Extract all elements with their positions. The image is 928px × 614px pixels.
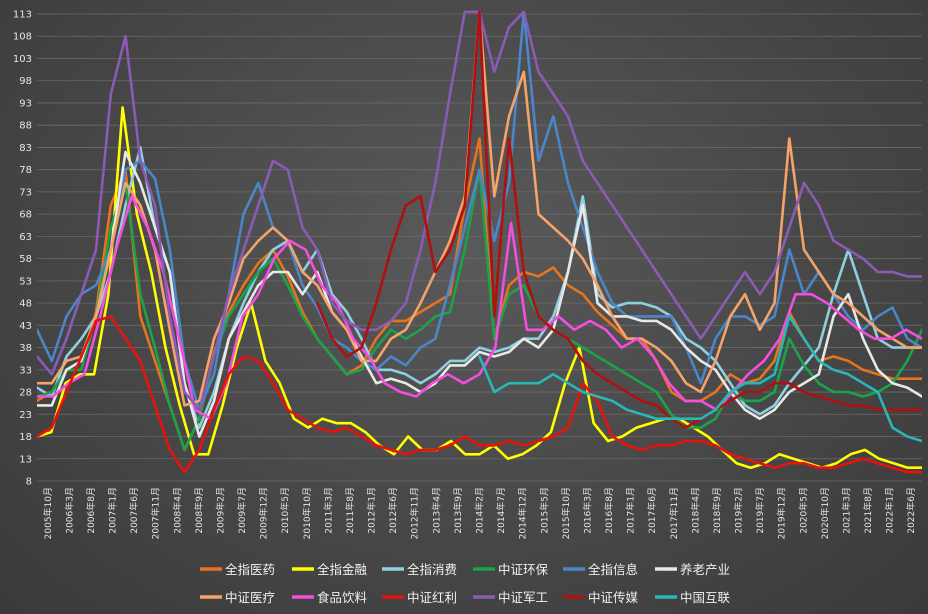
x-tick-label: 2019年12月 (776, 487, 788, 539)
series-lines (37, 10, 922, 474)
x-tick-label: 2012年6月 (387, 487, 399, 534)
x-tick-label: 2022年1月 (884, 487, 896, 534)
x-tick-label: 2006年3月 (63, 487, 75, 534)
x-tick-label: 2011年3月 (322, 487, 334, 534)
x-tick-label: 2006年8月 (85, 487, 97, 534)
x-tick-label: 2016年3月 (581, 487, 593, 534)
x-tick-label: 2018年4月 (689, 487, 701, 534)
x-tick-label: 2013年9月 (452, 487, 464, 534)
x-tick-label: 2021年8月 (862, 487, 874, 534)
y-tick-label: 8 (26, 477, 32, 488)
series-line (316, 10, 922, 429)
x-tick-label: 2008年4月 (171, 487, 183, 534)
x-tick-label: 2014年2月 (474, 487, 486, 534)
y-tick-label: 38 (19, 343, 32, 354)
x-tick-label: 2008年9月 (193, 487, 205, 534)
x-tick-label: 2019年2月 (733, 487, 745, 534)
y-tick-label: 78 (19, 165, 32, 176)
y-tick-label: 103 (13, 54, 32, 65)
x-tick-label: 2017年11月 (668, 487, 680, 539)
x-tick-label: 2016年8月 (603, 487, 615, 534)
y-tick-label: 108 (13, 32, 32, 43)
legend-label: 中证红利 (407, 590, 457, 605)
gridlines (37, 13, 922, 482)
y-tick-label: 63 (19, 232, 32, 243)
y-tick-label: 13 (19, 454, 32, 465)
x-tick-label: 2017年6月 (646, 487, 658, 534)
y-tick-label: 98 (19, 76, 32, 87)
y-tick-label: 18 (19, 432, 32, 443)
legend-label: 全指医药 (225, 562, 275, 577)
series-line (478, 315, 922, 443)
legend-label: 全指消费 (407, 562, 457, 577)
series-line (37, 195, 922, 420)
x-axis: 2005年10月 2006年3月 2006年8月 2007年1月 2007年6月 2007… (42, 487, 917, 539)
x-tick-label: 2010年10月 (301, 487, 313, 539)
legend-label: 食品饮料 (317, 590, 368, 605)
x-tick-label: 2007年1月 (107, 487, 119, 534)
x-tick-label: 2020年5月 (797, 487, 809, 534)
series-line (37, 315, 922, 474)
x-tick-label: 2014年12月 (517, 487, 529, 539)
series-line (37, 150, 922, 438)
x-tick-label: 2009年12月 (258, 487, 270, 539)
x-tick-label: 2015年10月 (560, 487, 572, 539)
legend-label: 中证传媒 (588, 590, 639, 605)
x-tick-label: 2005年10月 (42, 487, 54, 539)
y-tick-label: 43 (19, 321, 32, 332)
y-tick-label: 93 (19, 98, 32, 109)
legend-label: 养老产业 (680, 562, 730, 577)
series-line (37, 10, 922, 412)
x-tick-label: 2019年7月 (754, 487, 766, 534)
x-tick-label: 2020年10月 (819, 487, 831, 539)
y-tick-label: 48 (19, 299, 32, 310)
y-tick-label: 88 (19, 121, 32, 132)
x-tick-label: 2013年4月 (430, 487, 442, 534)
x-tick-label: 2014年7月 (495, 487, 507, 534)
legend-label: 中证医疗 (225, 590, 275, 605)
legend-label: 中国互联 (680, 590, 731, 605)
x-tick-label: 2018年9月 (711, 487, 723, 534)
x-tick-label: 2011年8月 (344, 487, 356, 534)
x-tick-label: 2015年5月 (538, 487, 550, 534)
series-line (37, 10, 922, 412)
y-axis: 8 13 18 23 28 33 38 43 48 53 58 63 68 73 78 83 88 93 98 103… (13, 10, 32, 488)
x-tick-label: 2021年3月 (840, 487, 852, 534)
x-tick-label: 2017年1月 (625, 487, 637, 534)
x-tick-label: 2010年5月 (279, 487, 291, 534)
series-line (37, 146, 922, 429)
legend-label: 全指信息 (588, 562, 638, 577)
legend-label: 中证环保 (498, 562, 549, 577)
y-tick-label: 58 (19, 254, 32, 265)
y-tick-label: 83 (19, 143, 32, 154)
x-tick-label: 2009年2月 (214, 487, 226, 534)
x-tick-label: 2022年6月 (905, 487, 917, 534)
y-tick-label: 73 (19, 187, 32, 198)
y-tick-label: 68 (19, 210, 32, 221)
y-tick-label: 33 (19, 365, 32, 376)
series-line (37, 106, 922, 469)
y-tick-label: 53 (19, 276, 32, 287)
legend-label: 中证军工 (498, 590, 548, 605)
x-tick-label: 2009年7月 (236, 487, 248, 534)
x-tick-label: 2012年1月 (366, 487, 378, 534)
x-tick-label: 2012年11月 (409, 487, 421, 539)
x-tick-label: 2007年6月 (128, 487, 140, 534)
legend-label: 全指金融 (317, 562, 368, 577)
y-tick-label: 23 (19, 410, 32, 421)
x-tick-label: 2007年11月 (150, 487, 162, 539)
y-tick-label: 28 (19, 388, 32, 399)
y-tick-label: 113 (13, 10, 32, 21)
